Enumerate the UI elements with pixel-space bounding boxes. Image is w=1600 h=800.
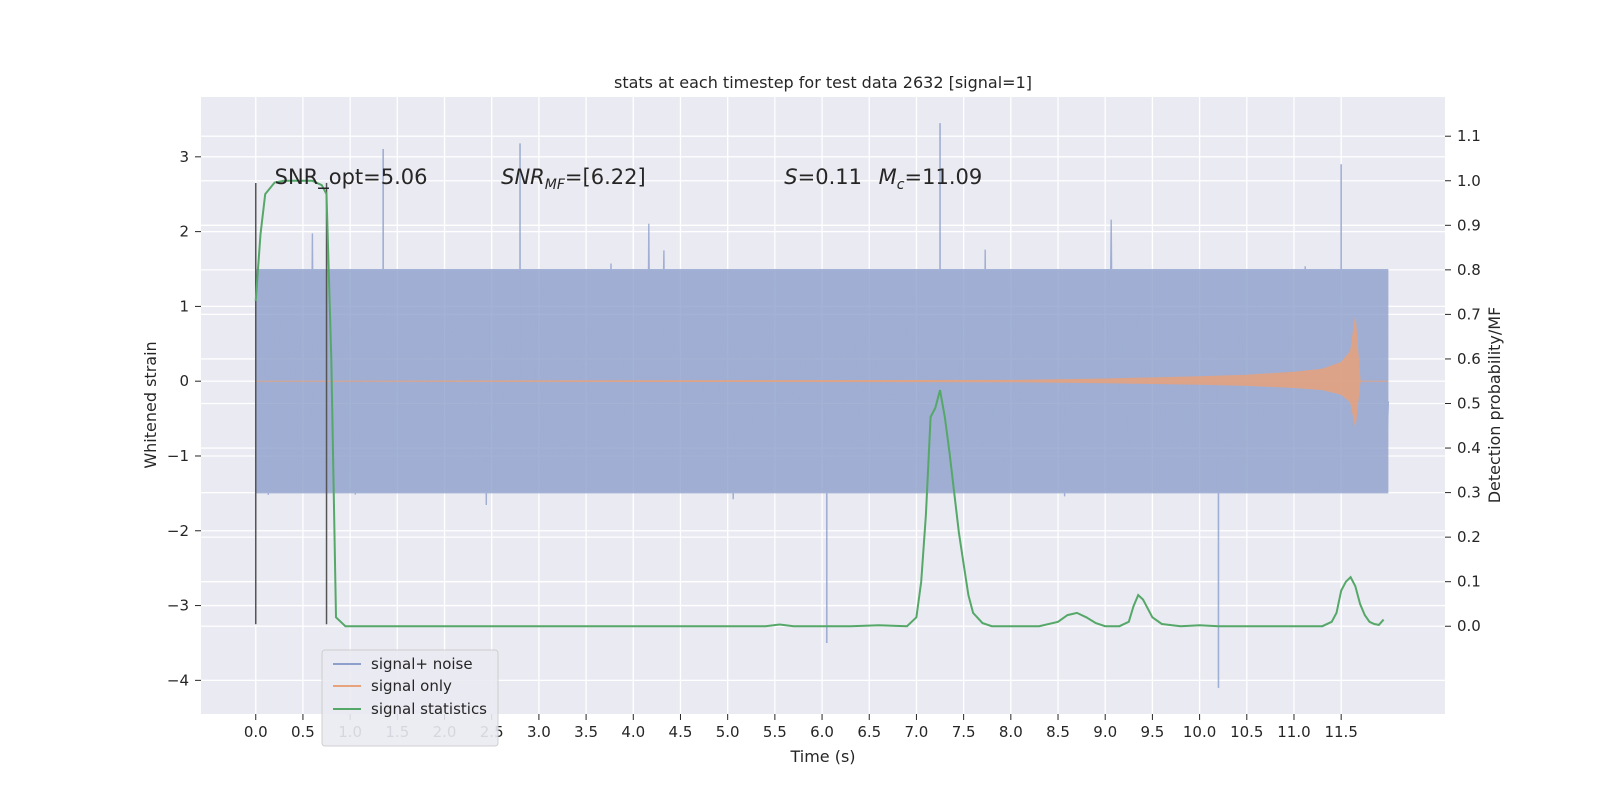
legend-label-signal-only: signal only <box>371 677 452 695</box>
y-right-tick-label: 0.1 <box>1457 573 1481 591</box>
annotation-main: M <box>879 165 897 189</box>
legend-label-signal-noise: signal+ noise <box>371 655 473 673</box>
y-left-tick-label: 0 <box>179 372 189 390</box>
y-axis-left-label: Whitened strain <box>141 341 160 468</box>
legend-box <box>321 649 499 747</box>
x-tick-label: 11.5 <box>1324 723 1357 741</box>
y-right-tick-label: 0.6 <box>1457 350 1481 368</box>
x-tick-label: 7.5 <box>952 723 976 741</box>
vertical-markers <box>254 183 328 625</box>
y-left-tick-label: 1 <box>179 297 189 315</box>
x-tick-label: 0.0 <box>244 723 268 741</box>
x-axis-label: Time (s) <box>789 747 855 766</box>
annotation-subscript: c <box>897 177 905 193</box>
y-axis-left-ticks: −4 −3 −2 −1 0 1 2 3 <box>167 148 201 689</box>
legend-label-signal-statistics: signal statistics <box>371 700 487 718</box>
y-axis-right-ticks: 0.0 0.1 0.2 0.3 0.4 0.5 0.6 0.7 0.8 0.9 1.0 1.1 <box>1445 127 1481 635</box>
y-right-tick-label: 0.0 <box>1457 617 1481 635</box>
y-right-tick-label: 1.0 <box>1457 172 1481 190</box>
y-left-tick-label: −4 <box>167 671 189 689</box>
x-axis-ticks: 0.00.51.01.52.02.53.03.54.04.55.05.56.06… <box>244 714 1358 741</box>
x-tick-label: 9.0 <box>1093 723 1117 741</box>
signal-statistics-trace <box>254 179 1385 628</box>
x-tick-label: 5.0 <box>716 723 740 741</box>
y-right-tick-label: 1.1 <box>1457 127 1481 145</box>
signal-noise-line <box>254 219 1390 506</box>
y-right-tick-label: 0.7 <box>1457 305 1481 323</box>
signal-only-trace <box>255 317 1389 426</box>
y-left-tick-label: −1 <box>167 447 189 465</box>
y-right-tick-label: 0.4 <box>1457 439 1481 457</box>
annotation-main: SNR <box>501 165 545 189</box>
annotation-main: S <box>784 165 797 189</box>
legend: signal+ noise signal only signal statist… <box>321 649 499 747</box>
x-tick-label: 6.5 <box>857 723 881 741</box>
x-tick-label: 7.0 <box>905 723 929 741</box>
x-tick-label: 10.5 <box>1230 723 1263 741</box>
signal-only-envelope <box>255 317 1389 426</box>
annotation-value: =11.09 <box>905 165 983 189</box>
annotation-subscript: MF <box>545 177 566 193</box>
y-right-tick-label: 0.5 <box>1457 394 1481 412</box>
y-right-tick-label: 0.3 <box>1457 484 1481 502</box>
annotation-value: =0.11 <box>798 165 862 189</box>
x-tick-label: 9.5 <box>1140 723 1164 741</box>
y-right-tick-label: 0.8 <box>1457 261 1481 279</box>
x-tick-label: 11.0 <box>1277 723 1310 741</box>
signal-statistics-line <box>254 179 1385 628</box>
annotation-value: =[6.22] <box>565 165 646 189</box>
y-left-tick-label: −3 <box>167 597 189 615</box>
annotation-main: SNR_opt=5.06 <box>275 165 428 190</box>
x-tick-label: 4.5 <box>669 723 693 741</box>
y-right-tick-label: 0.2 <box>1457 528 1481 546</box>
x-tick-label: 3.5 <box>574 723 598 741</box>
x-tick-label: 3.0 <box>527 723 551 741</box>
x-tick-label: 4.0 <box>621 723 645 741</box>
annotations: SNR_opt=5.06 SNRMF=[6.22] S=0.11 Mc=11.09 <box>275 165 983 193</box>
x-tick-label: 8.5 <box>1046 723 1070 741</box>
y-right-tick-label: 0.9 <box>1457 216 1481 234</box>
x-tick-label: 10.0 <box>1183 723 1216 741</box>
annotation-text: SNRMF=[6.22] <box>501 165 646 193</box>
y-left-tick-label: 2 <box>179 223 189 241</box>
annotation-text: SNR_opt=5.06 <box>275 165 428 190</box>
x-tick-label: 6.0 <box>810 723 834 741</box>
x-tick-label: 5.5 <box>763 723 787 741</box>
x-tick-label: 0.5 <box>291 723 315 741</box>
x-tick-label: 8.0 <box>999 723 1023 741</box>
annotation-text: S=0.11 <box>784 165 862 189</box>
y-left-tick-label: −2 <box>167 522 189 540</box>
chart-title: stats at each timestep for test data 263… <box>614 73 1032 92</box>
annotation-text: Mc=11.09 <box>879 165 983 193</box>
y-left-tick-label: 3 <box>179 148 189 166</box>
y-axis-right-label: Detection probability/MF <box>1485 307 1504 504</box>
